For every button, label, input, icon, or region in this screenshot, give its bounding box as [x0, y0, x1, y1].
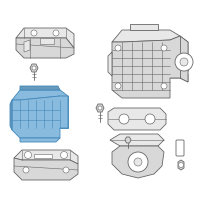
Circle shape — [134, 158, 142, 166]
Polygon shape — [178, 160, 184, 170]
Polygon shape — [108, 108, 166, 130]
Polygon shape — [30, 64, 38, 72]
Polygon shape — [108, 52, 112, 76]
Polygon shape — [14, 150, 78, 164]
Polygon shape — [170, 36, 188, 72]
Circle shape — [115, 83, 121, 89]
Polygon shape — [24, 40, 30, 52]
Polygon shape — [34, 154, 52, 158]
Polygon shape — [112, 36, 188, 98]
Polygon shape — [16, 28, 74, 48]
Polygon shape — [112, 146, 164, 178]
Circle shape — [119, 114, 129, 124]
Circle shape — [161, 83, 167, 89]
Circle shape — [23, 167, 29, 173]
Circle shape — [161, 45, 167, 51]
Circle shape — [179, 162, 184, 168]
Circle shape — [98, 106, 102, 110]
Polygon shape — [16, 38, 74, 58]
Polygon shape — [96, 104, 104, 112]
Polygon shape — [20, 138, 60, 142]
Polygon shape — [125, 137, 131, 143]
Polygon shape — [130, 24, 158, 30]
Polygon shape — [20, 86, 60, 90]
Polygon shape — [14, 158, 78, 180]
Polygon shape — [12, 90, 68, 106]
Polygon shape — [12, 96, 68, 138]
Polygon shape — [110, 134, 164, 146]
Circle shape — [60, 152, 68, 158]
Circle shape — [128, 152, 148, 172]
Circle shape — [24, 152, 32, 158]
Circle shape — [32, 66, 36, 70]
FancyBboxPatch shape — [176, 140, 184, 156]
Circle shape — [115, 45, 121, 51]
Circle shape — [31, 30, 37, 36]
Circle shape — [175, 53, 193, 71]
Polygon shape — [60, 96, 68, 128]
Circle shape — [180, 58, 188, 66]
Polygon shape — [10, 100, 12, 130]
Polygon shape — [40, 38, 54, 44]
Circle shape — [145, 114, 155, 124]
Polygon shape — [112, 30, 180, 50]
Circle shape — [63, 167, 69, 173]
Polygon shape — [170, 68, 188, 82]
Circle shape — [53, 30, 59, 36]
